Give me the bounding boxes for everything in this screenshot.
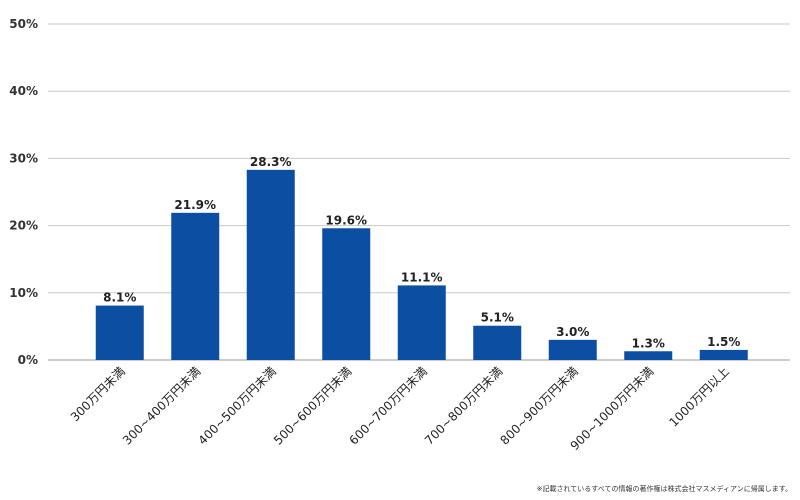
bar: [699, 349, 748, 360]
x-category-label: 800~900万円未満: [498, 364, 581, 447]
y-tick-label: 10%: [9, 286, 38, 300]
data-label: 19.6%: [325, 213, 367, 227]
bar: [171, 212, 220, 360]
bar: [473, 325, 522, 360]
copyright-footnote: ※記載されているすべての情報の著作権は株式会社マスメディアンに帰属します。: [536, 485, 792, 493]
bar: [246, 169, 295, 360]
y-tick-label: 20%: [9, 219, 38, 233]
bar: [548, 339, 597, 360]
data-label: 21.9%: [174, 198, 216, 212]
y-tick-label: 0%: [18, 353, 38, 367]
bar: [95, 305, 144, 360]
x-category-label: 900~1000万円未満: [568, 364, 657, 453]
bar: [397, 285, 446, 360]
data-label: 3.0%: [556, 325, 589, 339]
data-label: 1.5%: [707, 335, 740, 349]
x-category-label: 1000万円以上: [666, 364, 731, 429]
y-tick-label: 40%: [9, 84, 38, 98]
x-category-label: 500~600万円未満: [271, 364, 354, 447]
data-label: 8.1%: [103, 291, 136, 305]
x-category-label: 700~800万円未満: [422, 364, 505, 447]
data-label: 11.1%: [401, 270, 443, 284]
bar: [624, 351, 673, 360]
x-category-label: 400~500万円未満: [196, 364, 279, 447]
x-category-label: 300万円未満: [68, 364, 128, 424]
data-label: 5.1%: [481, 311, 514, 325]
y-tick-label: 30%: [9, 151, 38, 165]
data-label: 1.3%: [632, 336, 665, 350]
x-category-label: 600~700万円未満: [347, 364, 430, 447]
x-category-label: 300~400万円未満: [120, 364, 203, 447]
bar: [322, 228, 371, 360]
data-label: 28.3%: [250, 155, 292, 169]
y-tick-label: 50%: [9, 17, 38, 31]
